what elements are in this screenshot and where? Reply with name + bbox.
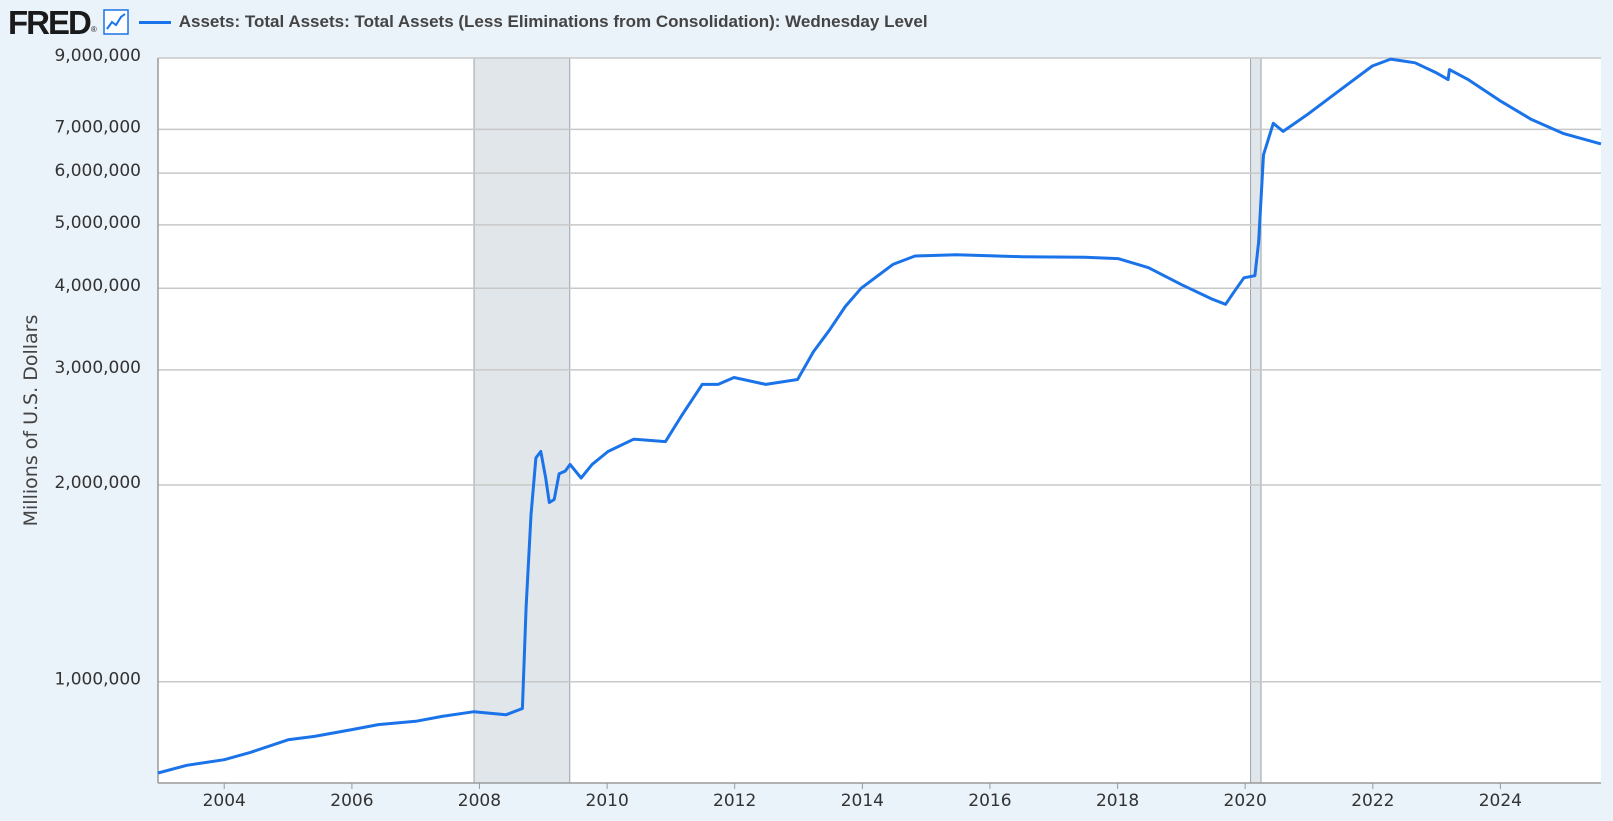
x-tick-label: 2016 xyxy=(968,791,1011,811)
x-tick-label: 2008 xyxy=(458,791,501,811)
fred-logo[interactable]: FRED xyxy=(8,3,92,41)
series-layer xyxy=(157,57,1602,775)
y-axis-ticks: 1,000,000 2,000,000 3,000,000 4,000,000 5,00… xyxy=(54,46,141,690)
y-tick-label: 7,000,000 xyxy=(54,117,141,137)
chart-header: FRED ® Assets: Total Assets: Total Asset… xyxy=(8,4,928,40)
recession-band xyxy=(474,58,570,783)
plot-area xyxy=(158,58,1601,783)
y-tick-label: 1,000,000 xyxy=(54,670,141,690)
x-tick-label: 2014 xyxy=(841,791,884,811)
y-tick-label: 4,000,000 xyxy=(54,276,141,296)
legend-swatch xyxy=(138,20,171,24)
y-tick-label: 2,000,000 xyxy=(54,473,141,493)
legend-label[interactable]: Assets: Total Assets: Total Assets (Less… xyxy=(178,12,928,31)
y-tick-label: 6,000,000 xyxy=(54,161,141,181)
x-tick-label: 2010 xyxy=(586,791,629,811)
y-tick-label: 9,000,000 xyxy=(54,46,141,66)
plot-background xyxy=(158,58,1601,783)
x-tick-label: 2004 xyxy=(203,791,246,811)
gridlines xyxy=(157,57,1601,784)
y-axis-label: Millions of U.S. Dollars xyxy=(20,315,42,527)
x-tick-label: 2024 xyxy=(1479,791,1522,811)
y-tick-label: 5,000,000 xyxy=(54,213,141,233)
x-axis-ticks: 2004 2006 2008 2010 2012 2014 2016 2018 2020 2022… xyxy=(203,783,1522,811)
y-tick-label: 3,000,000 xyxy=(54,358,141,378)
recession-bands xyxy=(473,58,1262,783)
x-tick-label: 2022 xyxy=(1351,791,1394,811)
x-tick-label: 2018 xyxy=(1096,791,1139,811)
x-tick-label: 2012 xyxy=(713,791,756,811)
line-chart-icon[interactable] xyxy=(103,9,129,35)
series-line xyxy=(157,57,1602,775)
x-tick-label: 2020 xyxy=(1224,791,1267,811)
recession-band xyxy=(1250,58,1262,783)
registered-mark: ® xyxy=(90,25,97,34)
x-tick-label: 2006 xyxy=(330,791,373,811)
